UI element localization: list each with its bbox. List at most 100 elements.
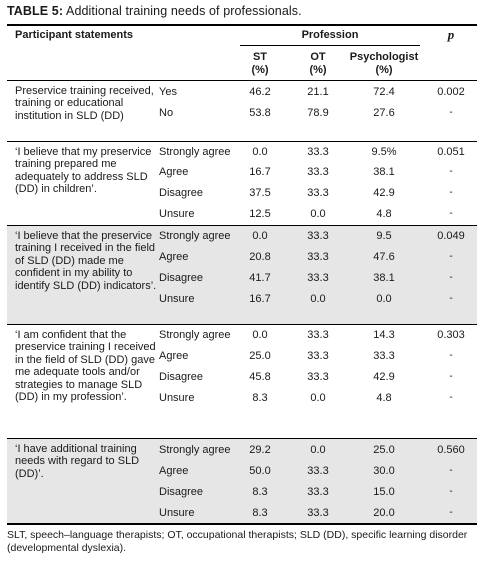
table-title: TABLE 5: Additional training needs of pr… [7, 4, 302, 18]
ot-value: 33.3 [307, 465, 329, 477]
table-label: TABLE 5: [7, 4, 64, 18]
table-row: Strongly agree 0.0 33.3 9.5% 0.051 [7, 143, 477, 163]
p-value: 0.002 [437, 86, 465, 98]
psychologist-value: 20.0 [373, 507, 395, 519]
table-row: Agree 50.0 33.3 30.0 - [7, 462, 477, 482]
table-row: Agree 16.7 33.3 38.1 - [7, 163, 477, 183]
group-divider [7, 141, 477, 142]
ot-value: 33.3 [307, 507, 329, 519]
header-profession: Profession [301, 29, 359, 41]
table-row: Disagree 41.7 33.3 38.1 - [7, 269, 477, 289]
ot-value: 33.3 [307, 146, 329, 158]
psychologist-value: 33.3 [373, 350, 395, 362]
st-value: 50.0 [249, 465, 271, 477]
response-label: Agree [159, 166, 189, 178]
table-row: Strongly agree 0.0 33.3 14.3 0.303 [7, 326, 477, 346]
p-value: - [449, 187, 453, 198]
table-row: Yes 46.2 21.1 72.4 0.002 [7, 83, 477, 103]
statement-text: ‘I have additional training needs with r… [15, 443, 140, 480]
st-value: 16.7 [249, 293, 271, 305]
response-label: Unsure [159, 392, 195, 404]
header-participant-statements: Participant statements [15, 29, 133, 41]
response-label: Agree [159, 251, 189, 263]
p-value: 0.303 [437, 329, 465, 341]
psychologist-value: 4.8 [376, 208, 392, 220]
st-value: 16.7 [249, 166, 271, 178]
response-label: No [159, 107, 174, 119]
statement-text: ‘I am confident that the preservice trai… [15, 329, 156, 404]
p-value: - [449, 251, 453, 262]
group-divider [7, 225, 477, 226]
response-label: Agree [159, 350, 189, 362]
p-value: - [449, 507, 453, 518]
table-row: Strongly agree 0.0 33.3 9.5 0.049 [7, 227, 477, 247]
psychologist-value: 9.5% [371, 146, 397, 158]
table-row: Unsure 16.7 0.0 0.0 - [7, 290, 477, 310]
psychologist-value: 0.0 [376, 293, 392, 305]
p-value: 0.049 [437, 230, 465, 242]
table-row: Unsure 12.5 0.0 4.8 - [7, 205, 477, 225]
ot-value: 33.3 [307, 371, 329, 383]
group-divider [7, 438, 477, 439]
p-value: - [449, 465, 453, 476]
ot-value: 33.3 [307, 272, 329, 284]
ot-value: 33.3 [307, 486, 329, 498]
ot-value: 0.0 [310, 293, 326, 305]
bottom-rule [7, 523, 477, 525]
p-value: - [449, 272, 453, 283]
st-value: 12.5 [249, 208, 271, 220]
p-value: - [449, 392, 453, 403]
p-value: - [449, 107, 453, 118]
ot-value: 0.0 [310, 392, 326, 404]
ot-value: 0.0 [310, 444, 326, 456]
st-value: 0.0 [252, 230, 268, 242]
st-value: 25.0 [249, 350, 271, 362]
psychologist-value: 42.9 [373, 187, 395, 199]
statement-group: ‘I believe that the preservice training … [7, 226, 477, 324]
psychologist-value: 25.0 [373, 444, 395, 456]
statement-group: ‘I am confident that the preservice trai… [7, 325, 477, 438]
psychologist-value: 30.0 [373, 465, 395, 477]
psychologist-value: 38.1 [373, 272, 395, 284]
st-value: 8.3 [252, 486, 268, 498]
st-value: 46.2 [249, 86, 271, 98]
statement-group: ‘I have additional training needs with r… [7, 439, 477, 523]
statement-text: ‘I believe that my preservice training p… [15, 146, 152, 196]
st-value: 0.0 [252, 146, 268, 158]
st-value: 20.8 [249, 251, 271, 263]
psychologist-value: 15.0 [373, 486, 395, 498]
table-row: Agree 25.0 33.3 33.3 - [7, 347, 477, 367]
statement-group: ‘I believe that my preservice training p… [7, 142, 477, 225]
response-label: Strongly agree [159, 230, 231, 242]
top-rule [7, 24, 477, 26]
psychologist-value: 47.6 [373, 251, 395, 263]
table-row: Disagree 8.3 33.3 15.0 - [7, 483, 477, 503]
psychologist-value: 14.3 [373, 329, 395, 341]
response-label: Unsure [159, 208, 195, 220]
p-value: 0.560 [437, 444, 465, 456]
ot-value: 33.3 [307, 187, 329, 199]
st-value: 37.5 [249, 187, 271, 199]
response-label: Disagree [159, 187, 204, 199]
statement-group: Preservice training received, training o… [7, 81, 477, 141]
table-row: No 53.8 78.9 27.6 - [7, 104, 477, 124]
psychologist-value: 27.6 [373, 107, 395, 119]
table-row: Disagree 45.8 33.3 42.9 - [7, 368, 477, 388]
header-ot: OT [310, 51, 326, 63]
response-label: Agree [159, 465, 189, 477]
psychologist-value: 4.8 [376, 392, 392, 404]
ot-value: 33.3 [307, 350, 329, 362]
ot-value: 78.9 [307, 107, 329, 119]
profession-rule [240, 45, 420, 46]
psychologist-value: 38.1 [373, 166, 395, 178]
response-label: Yes [159, 86, 177, 98]
response-label: Disagree [159, 486, 204, 498]
psychologist-value: 72.4 [373, 86, 395, 98]
response-label: Unsure [159, 507, 195, 519]
table-row: Disagree 37.5 33.3 42.9 - [7, 184, 477, 204]
p-value: - [449, 486, 453, 497]
p-value: - [449, 350, 453, 361]
psychologist-value: 9.5 [376, 230, 392, 242]
table-caption: Additional training needs of professiona… [66, 4, 302, 18]
st-value: 29.2 [249, 444, 271, 456]
